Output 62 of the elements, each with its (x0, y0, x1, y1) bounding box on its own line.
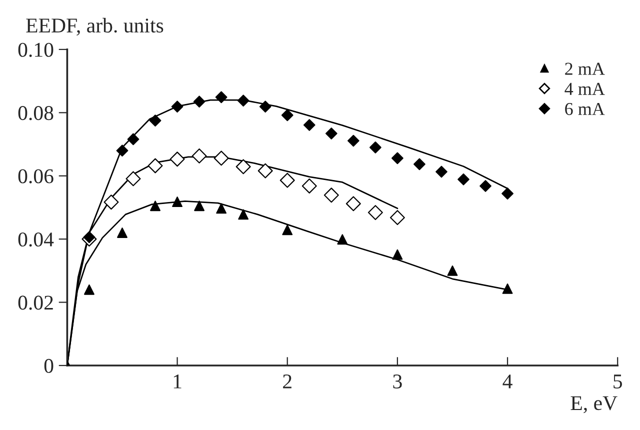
y-tick-label: 0.08 (18, 106, 54, 120)
point (117, 228, 128, 238)
point (502, 188, 514, 200)
y-tick-label: 0 (44, 358, 54, 373)
point (214, 150, 229, 166)
point (480, 180, 492, 192)
point (171, 100, 184, 113)
point (414, 158, 426, 170)
point (337, 234, 348, 245)
point (324, 188, 339, 203)
legend-label: 6 mA (565, 102, 605, 116)
point (192, 148, 207, 164)
y-axis-title: EEDF, arb. units (26, 18, 164, 36)
x-tick-label: 1 (174, 374, 182, 388)
point (436, 166, 448, 178)
point (149, 114, 162, 126)
point (193, 96, 206, 108)
legend-label: 2 mA (565, 62, 605, 75)
point (303, 119, 316, 131)
point (281, 109, 294, 122)
point (458, 173, 470, 186)
point (104, 194, 119, 210)
point (194, 200, 205, 212)
point (172, 196, 182, 207)
point (302, 178, 317, 194)
x-axis-title: E, eV (570, 396, 618, 414)
x-tick-label: 5 (614, 374, 622, 388)
point (259, 100, 272, 113)
point (83, 231, 96, 244)
legend-label: 4 mA (564, 82, 605, 95)
point (325, 128, 338, 140)
y-tick-label: 0.02 (18, 296, 53, 310)
y-tick-label: 0.06 (18, 169, 54, 184)
point (368, 205, 383, 220)
point (170, 152, 185, 167)
point (216, 203, 227, 214)
y-tick-label: 0.10 (18, 42, 54, 57)
point (150, 200, 160, 212)
point (282, 224, 293, 236)
x-tick-label: 4 (502, 374, 512, 388)
point (116, 144, 128, 157)
point (238, 209, 249, 220)
point (280, 172, 295, 188)
point (84, 284, 94, 295)
point (390, 210, 405, 226)
point (236, 159, 251, 174)
x-tick-label: 2 (283, 374, 292, 388)
point (346, 196, 361, 212)
point (126, 171, 141, 186)
x-tick-label: 3 (393, 374, 402, 388)
point (447, 265, 458, 276)
point (258, 163, 273, 178)
point (148, 158, 163, 174)
point (347, 134, 360, 147)
y-tick-label: 0.04 (18, 232, 54, 247)
point (502, 283, 513, 294)
point (392, 152, 404, 164)
point (237, 94, 250, 107)
point (215, 91, 228, 104)
point (392, 249, 403, 260)
point (369, 141, 382, 154)
point (127, 133, 140, 146)
